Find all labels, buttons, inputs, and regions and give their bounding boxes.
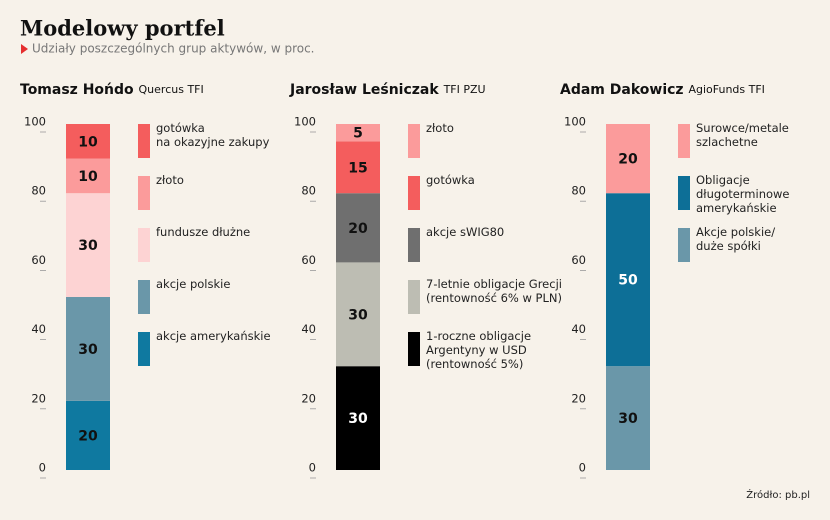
legend-swatch xyxy=(138,332,150,366)
legend-swatch xyxy=(408,228,420,262)
legend-swatch xyxy=(138,176,150,210)
bar-segment xyxy=(66,158,110,194)
y-tick-label: 60 xyxy=(31,253,46,267)
y-tick-label: 0 xyxy=(39,461,46,475)
y-tick-label: 20 xyxy=(31,391,46,405)
y-tick-label: 80 xyxy=(301,184,316,198)
bar-segment xyxy=(336,366,380,470)
y-tick-label: 40 xyxy=(31,322,46,336)
legend-swatch xyxy=(678,176,690,210)
data-label: 5 xyxy=(353,126,363,142)
panel-title: Tomasz Hońdo Quercus TFI xyxy=(20,82,204,98)
data-label: 30 xyxy=(78,238,98,254)
y-tick-label: 40 xyxy=(571,322,586,336)
bar-segment xyxy=(66,400,110,470)
legend-label: akcje sWIG80 xyxy=(426,225,505,239)
legend-label: 1-roczne obligacje Argentyny w USD (rent… xyxy=(426,329,532,371)
bar-segment xyxy=(606,193,650,367)
legend-swatch xyxy=(408,332,420,366)
bar-segment xyxy=(66,297,110,401)
panel-firm: Quercus TFI xyxy=(139,83,204,96)
legend-label: akcje polskie xyxy=(156,277,231,291)
legend-swatch xyxy=(408,124,420,158)
y-tick-label: 100 xyxy=(24,115,46,129)
panel-title: Jarosław Leśniczak TFI PZU xyxy=(289,82,486,98)
data-label: 30 xyxy=(348,411,368,427)
y-tick-label: 80 xyxy=(31,184,46,198)
bar-segment xyxy=(606,124,650,194)
legend-swatch xyxy=(408,176,420,210)
panel-firm: AgioFunds TFI xyxy=(688,83,764,96)
data-label: 20 xyxy=(78,428,98,444)
legend-label: 7-letnie obligacje Grecji (rentowność 6%… xyxy=(426,277,562,305)
bar-segment xyxy=(336,124,380,142)
y-tick-label: 100 xyxy=(564,115,586,129)
y-tick-label: 0 xyxy=(309,461,316,475)
panel-title: Adam Dakowicz AgioFunds TFI xyxy=(560,82,765,98)
bar-segment xyxy=(606,366,650,470)
panel-firm: TFI PZU xyxy=(443,83,486,96)
legend-swatch xyxy=(138,280,150,314)
legend-label: Obligacje długoterminowe amerykańskie xyxy=(696,173,790,215)
panel-name: Tomasz Hońdo xyxy=(20,82,134,98)
page-title: Modelowy portfel xyxy=(20,16,225,41)
source: Źródło: pb.pl xyxy=(746,488,810,501)
y-tick-label: 100 xyxy=(294,115,316,129)
legend-swatch xyxy=(138,124,150,158)
bar-segment xyxy=(336,141,380,194)
data-label: 30 xyxy=(618,411,638,427)
panel-name: Jarosław Leśniczak xyxy=(289,82,439,98)
data-label: 20 xyxy=(348,221,368,237)
y-tick-label: 40 xyxy=(301,322,316,336)
y-tick-label: 80 xyxy=(571,184,586,198)
bar-segment xyxy=(66,124,110,159)
y-tick-label: 0 xyxy=(579,461,586,475)
bar-segment xyxy=(336,262,380,367)
data-label: 15 xyxy=(348,160,367,176)
y-tick-label: 60 xyxy=(301,253,316,267)
legend-label: fundusze dłużne xyxy=(156,225,251,239)
legend-label: gotówka na okazyjne zakupy xyxy=(156,121,270,149)
legend-label: Surowce/metale szlachetne xyxy=(696,121,789,149)
legend-swatch xyxy=(138,228,150,262)
bar-segment xyxy=(66,193,110,297)
data-label: 20 xyxy=(618,152,638,168)
legend-swatch xyxy=(408,280,420,314)
legend-label: Akcje polskie/ duże spółki xyxy=(696,225,776,253)
legend-swatch xyxy=(678,228,690,262)
legend-label: złoto xyxy=(426,121,454,135)
bar-segment xyxy=(336,193,380,263)
y-tick-label: 20 xyxy=(301,391,316,405)
legend-label: gotówka xyxy=(426,173,475,187)
y-tick-label: 60 xyxy=(571,253,586,267)
legend-swatch xyxy=(678,124,690,158)
y-tick-label: 20 xyxy=(571,391,586,405)
data-label: 30 xyxy=(78,342,98,358)
page-subtitle: Udziały poszczególnych grup aktywów, w p… xyxy=(32,42,315,56)
data-label: 50 xyxy=(618,273,638,289)
legend-label: akcje amerykańskie xyxy=(156,329,271,343)
subtitle-marker xyxy=(21,44,28,54)
panel-name: Adam Dakowicz xyxy=(560,82,684,98)
data-label: 10 xyxy=(78,134,98,150)
data-label: 30 xyxy=(348,307,368,323)
legend-label: złoto xyxy=(156,173,184,187)
data-label: 10 xyxy=(78,169,98,185)
